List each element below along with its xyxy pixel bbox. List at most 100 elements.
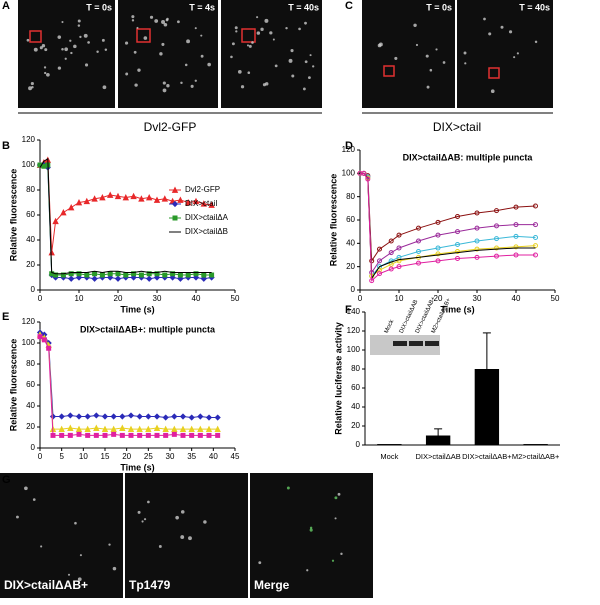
punctum [69,39,72,42]
punctum [101,38,105,42]
series-line [360,172,536,275]
legend-label: DIX>ctailΔA [185,213,229,222]
marker [455,214,460,219]
time-label: T = 4s [189,2,215,12]
punctum [133,50,137,54]
marker [377,258,382,264]
marker [494,253,499,259]
marker [58,425,65,432]
punctum [44,71,47,75]
x-tick-label: 5 [59,452,64,461]
marker [162,425,169,432]
punctum [256,31,261,35]
marker [67,424,74,431]
marker [146,275,153,282]
marker [193,271,199,277]
panel-c-images [362,0,553,114]
punctum [288,58,293,63]
punctum [104,48,108,51]
roi-box [488,67,500,79]
marker [127,425,135,432]
marker [197,432,203,438]
punctum [46,72,50,77]
marker [214,414,221,421]
marker [84,425,91,432]
marker [369,278,375,284]
punctum [331,559,335,562]
marker [171,425,178,432]
punctum [309,526,313,530]
punctum [483,17,486,21]
punctum [429,68,433,72]
punctum [162,88,167,93]
punctum [285,26,288,30]
punctum [180,535,185,539]
marker [48,248,55,256]
y-tick-label: 140 [347,307,361,316]
punctum [194,27,197,30]
punctum [186,39,190,44]
punctum [415,43,419,47]
x-tick-label: 0 [38,452,43,461]
marker [59,432,65,438]
marker [494,245,499,251]
punctum [61,20,64,24]
y-tick-label: 40 [26,401,35,410]
panel-letter: G [2,474,11,486]
y-tick-label: 80 [351,364,360,373]
punctum [286,486,290,490]
x-tick-label: Mock [380,452,398,461]
marker [474,254,480,260]
marker [474,238,480,244]
y-axis-label: Relative fluorescence [8,339,18,432]
marker [177,275,184,282]
panel-letter: F [345,304,352,316]
marker [67,412,74,419]
roi-box [29,30,42,43]
punctum [508,30,513,34]
punctum [334,496,338,500]
marker [171,200,179,208]
blot-band [425,341,439,346]
marker [114,275,122,282]
micrograph [250,473,373,598]
series-line [39,157,212,275]
y-tick-label: 80 [346,192,355,201]
x-tick-label: 10 [75,294,84,303]
marker [99,272,105,278]
y-tick-label: 120 [347,326,361,335]
micrograph [457,0,553,108]
punctum [207,62,211,67]
marker [84,272,90,278]
punctum [304,60,308,64]
marker [205,425,213,432]
punctum [251,41,254,44]
marker [75,274,83,281]
marker [197,413,204,420]
time-label: T = 0s [426,2,452,12]
punctum [258,561,262,565]
x-tick-label: DIX>ctailΔAB [416,452,461,461]
marker [494,223,499,229]
marker [123,272,129,278]
marker [91,195,98,202]
punctum [200,34,203,37]
marker [416,238,421,244]
punctum [16,515,19,519]
y-tick-label: 20 [351,421,360,430]
punctum [442,61,446,64]
blot-band [409,341,423,346]
marker [115,271,121,277]
punctum [200,54,204,58]
y-tick-label: 60 [26,210,35,219]
marker [396,258,402,264]
marker [91,275,98,282]
punctum [291,74,295,78]
y-axis-label: Relative fluorescence [328,174,338,267]
punctum [334,517,337,520]
marker [201,272,207,278]
y-tick-label: 100 [347,345,361,354]
punctum [237,69,242,74]
punctum [235,30,238,33]
marker [474,246,480,252]
